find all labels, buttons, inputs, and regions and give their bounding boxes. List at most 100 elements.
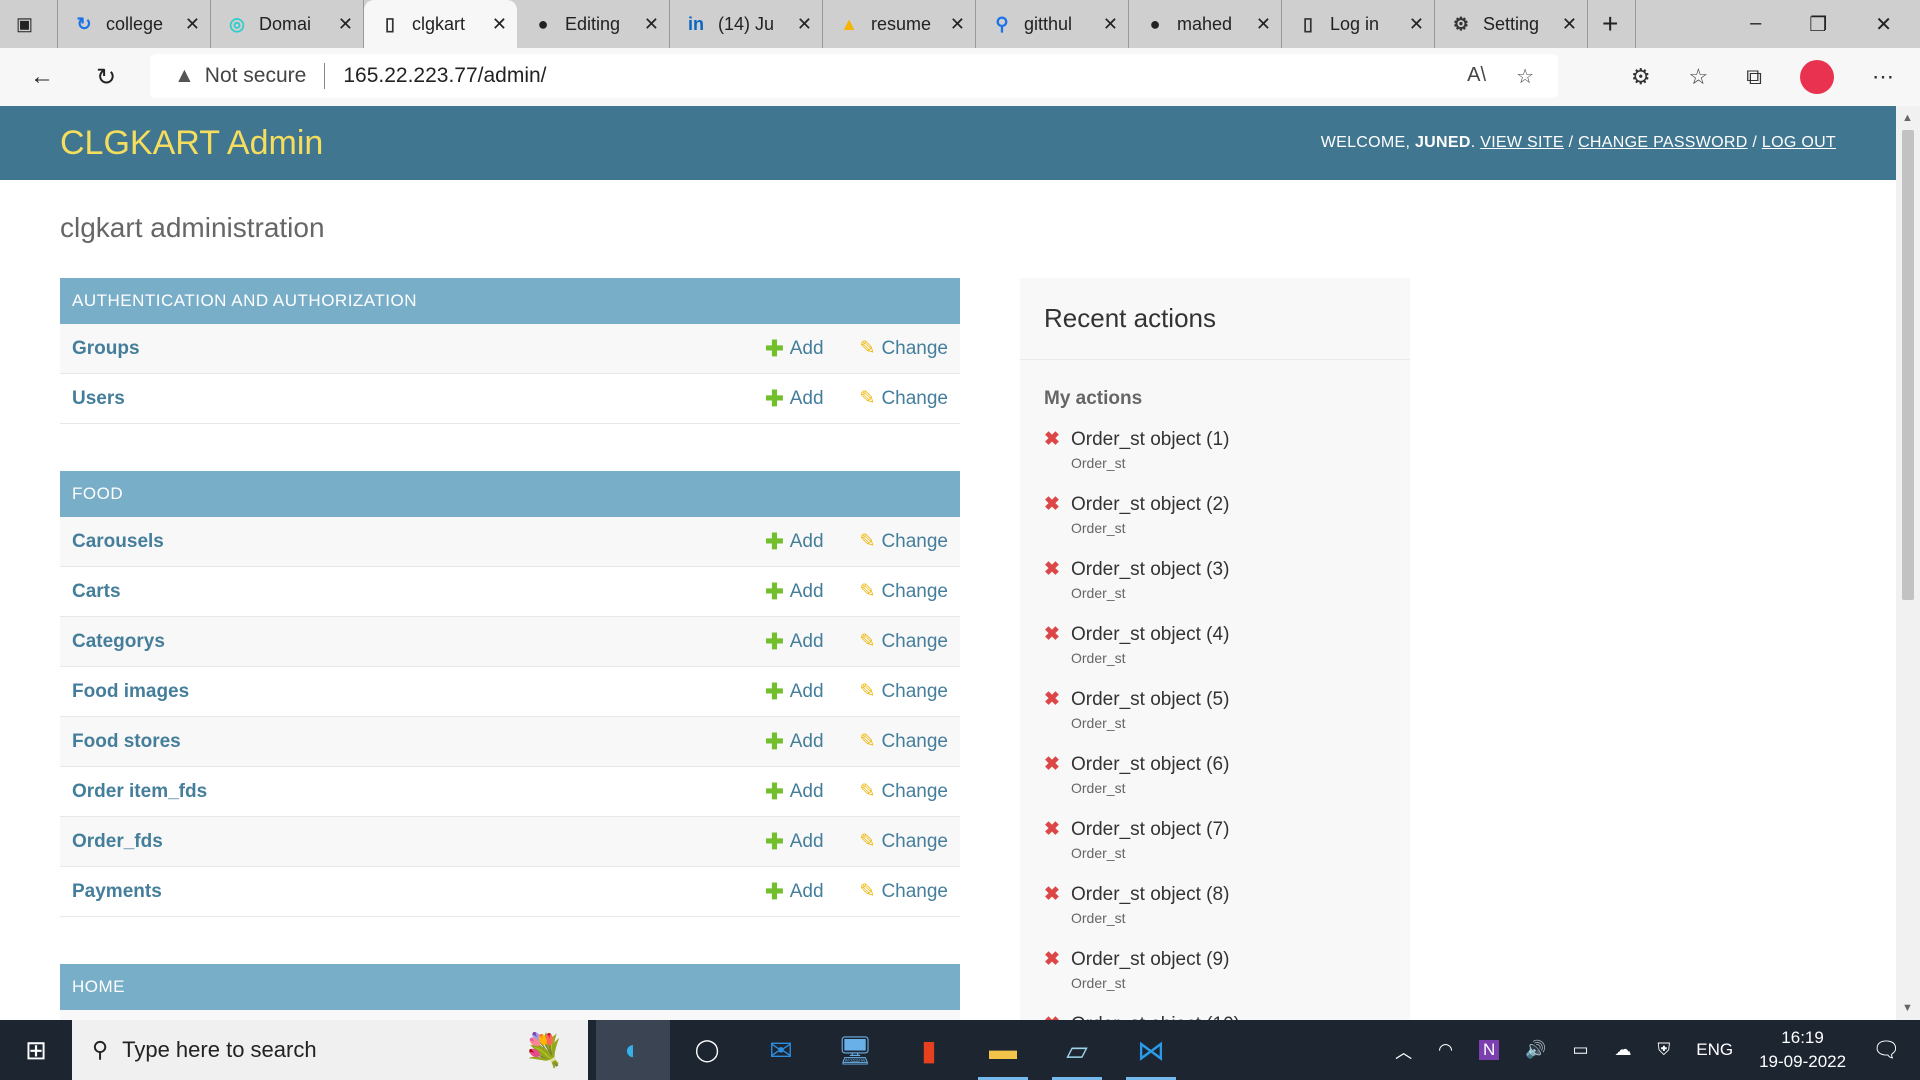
tab[interactable]: ◎ Domai ✕ <box>211 0 364 48</box>
office-app-icon[interactable]: ▮ <box>921 1034 937 1066</box>
tab[interactable]: ● mahed ✕ <box>1129 0 1282 48</box>
volume-icon[interactable]: 🔊 <box>1525 1040 1547 1059</box>
add-link[interactable]: ✚ Add <box>765 629 823 655</box>
module-caption[interactable]: AUTHENTICATION AND AUTHORIZATION <box>60 278 960 324</box>
add-link[interactable]: ✚ Add <box>765 579 823 605</box>
model-link[interactable]: Order item_fds <box>72 780 208 802</box>
change-link[interactable]: ✎ Change <box>860 580 948 603</box>
close-tab-icon[interactable]: ✕ <box>643 13 659 34</box>
module-caption[interactable]: FOOD <box>60 471 960 517</box>
favorites-icon[interactable]: ☆ <box>1688 64 1709 89</box>
close-tab-icon[interactable]: ✕ <box>184 13 200 34</box>
change-link[interactable]: ✎ Change <box>860 680 948 703</box>
change-link[interactable]: ✎ Change <box>860 880 948 903</box>
close-tab-icon[interactable]: ✕ <box>491 13 507 34</box>
model-link[interactable]: Users <box>72 387 125 409</box>
profile-avatar[interactable] <box>1800 60 1834 94</box>
onenote-icon[interactable]: N <box>1478 1040 1500 1060</box>
close-window-button[interactable]: ✕ <box>1875 13 1892 36</box>
show-hidden-icons-icon[interactable]: ︿ <box>1395 1042 1413 1062</box>
address-bar[interactable]: ▲ Not secure 165.22.223.77/admin/ A\ ☆ <box>150 54 1558 98</box>
action-object-link[interactable]: Order_st object (8) <box>1071 883 1230 905</box>
security-status[interactable]: Not secure <box>204 64 307 87</box>
onedrive-icon[interactable]: ☁ <box>1614 1040 1632 1059</box>
more-menu-icon[interactable]: ⋯ <box>1872 64 1894 89</box>
tab[interactable]: ● Editing ✕ <box>517 0 670 48</box>
change-link[interactable]: ✎ Change <box>860 530 948 553</box>
read-aloud-icon[interactable]: A\ <box>1467 63 1487 86</box>
change-link[interactable]: ✎ Change <box>860 337 948 360</box>
module-caption[interactable]: HOME <box>60 964 960 1010</box>
taskbar-search[interactable]: ⚲ Type here to search 💐 <box>72 1020 588 1080</box>
action-object-link[interactable]: Order_st object (6) <box>1071 753 1230 775</box>
wifi-icon[interactable]: ◠ <box>1438 1040 1453 1059</box>
extensions-icon[interactable]: ⚙ <box>1630 64 1651 89</box>
add-link[interactable]: ✚ Add <box>765 729 823 755</box>
tab[interactable]: ⚲ gitthul ✕ <box>976 0 1129 48</box>
collections-icon[interactable]: ⧉ <box>1746 64 1762 89</box>
battery-icon[interactable]: ▭ <box>1572 1040 1589 1059</box>
close-tab-icon[interactable]: ✕ <box>796 13 812 34</box>
change-password-link[interactable]: CHANGE PASSWORD <box>1578 134 1748 151</box>
change-link[interactable]: ✎ Change <box>860 780 948 803</box>
scroll-up-arrow-icon[interactable]: ▲ <box>1902 112 1913 124</box>
view-site-link[interactable]: VIEW SITE <box>1480 134 1564 151</box>
action-object-link[interactable]: Order_st object (10) <box>1071 1014 1240 1021</box>
tab[interactable]: ▯ Log in ✕ <box>1282 0 1435 48</box>
restore-button[interactable]: ❐ <box>1809 13 1828 36</box>
tab[interactable]: ↻ college ✕ <box>58 0 211 48</box>
tab[interactable]: ▲ resume ✕ <box>823 0 976 48</box>
url-text[interactable]: 165.22.223.77/admin/ <box>343 64 547 87</box>
add-link[interactable]: ✚ Add <box>765 879 823 905</box>
add-link[interactable]: ✚ Add <box>765 829 823 855</box>
scrollbar-thumb[interactable] <box>1902 130 1914 600</box>
close-tab-icon[interactable]: ✕ <box>1408 13 1424 34</box>
tab[interactable]: ▯ clgkart ✕ <box>364 0 517 48</box>
action-object-link[interactable]: Order_st object (4) <box>1071 623 1230 645</box>
model-link[interactable]: Carts <box>72 580 121 602</box>
close-tab-icon[interactable]: ✕ <box>1561 13 1577 34</box>
change-link[interactable]: ✎ Change <box>860 730 948 753</box>
scrollbar[interactable]: ▲ ▼ <box>1896 106 1920 1020</box>
site-branding[interactable]: CLGKART Admin <box>60 123 324 162</box>
model-link[interactable]: Order_fds <box>72 830 163 852</box>
log-out-link[interactable]: LOG OUT <box>1761 134 1836 151</box>
close-tab-icon[interactable]: ✕ <box>1102 13 1118 34</box>
model-link[interactable]: Payments <box>72 880 162 902</box>
minimize-button[interactable]: – <box>1750 11 1762 34</box>
add-link[interactable]: ✚ Add <box>765 529 823 555</box>
model-link[interactable]: Categorys <box>72 630 165 652</box>
action-object-link[interactable]: Order_st object (7) <box>1071 818 1230 840</box>
add-link[interactable]: ✚ Add <box>765 386 823 412</box>
action-object-link[interactable]: Order_st object (5) <box>1071 688 1230 710</box>
add-favorite-icon[interactable]: ☆ <box>1516 65 1534 88</box>
model-link[interactable]: Groups <box>72 337 140 359</box>
add-link[interactable]: ✚ Add <box>765 679 823 705</box>
tab[interactable]: ⚙ Setting ✕ <box>1435 0 1588 48</box>
clock[interactable]: 16:19 19-09-2022 <box>1759 1026 1846 1074</box>
back-button[interactable]: ← <box>30 63 54 90</box>
vscode-app-icon[interactable]: ⋈ <box>1114 1020 1188 1080</box>
close-tab-icon[interactable]: ✕ <box>1255 13 1271 34</box>
remote-desktop-app-icon[interactable]: 🖥 <box>837 1034 873 1066</box>
edge-app-icon[interactable]: ◐ <box>596 1020 670 1080</box>
model-link[interactable]: Food stores <box>72 730 181 752</box>
start-button[interactable]: ⊞ <box>25 1034 47 1065</box>
notifications-icon[interactable]: 🗨 <box>1872 1037 1900 1062</box>
model-link[interactable]: Carousels <box>72 530 164 552</box>
close-tab-icon[interactable]: ✕ <box>337 13 353 34</box>
language-indicator[interactable]: ENG <box>1696 1040 1734 1059</box>
action-object-link[interactable]: Order_st object (9) <box>1071 948 1230 970</box>
add-link[interactable]: ✚ Add <box>765 779 823 805</box>
tab-actions-button[interactable]: ▣ <box>0 0 58 48</box>
reload-button[interactable]: ↻ <box>95 63 117 91</box>
change-link[interactable]: ✎ Change <box>860 387 948 410</box>
file-explorer-app-icon[interactable]: ▬ <box>966 1020 1040 1080</box>
dell-app-icon[interactable]: ◯ <box>694 1037 720 1062</box>
tab[interactable]: in (14) Ju ✕ <box>670 0 823 48</box>
change-link[interactable]: ✎ Change <box>860 830 948 853</box>
action-object-link[interactable]: Order_st object (2) <box>1071 493 1230 515</box>
mail-app-icon[interactable]: ✉ <box>769 1034 793 1066</box>
new-tab-button[interactable]: + <box>1588 0 1636 48</box>
action-object-link[interactable]: Order_st object (3) <box>1071 558 1230 580</box>
